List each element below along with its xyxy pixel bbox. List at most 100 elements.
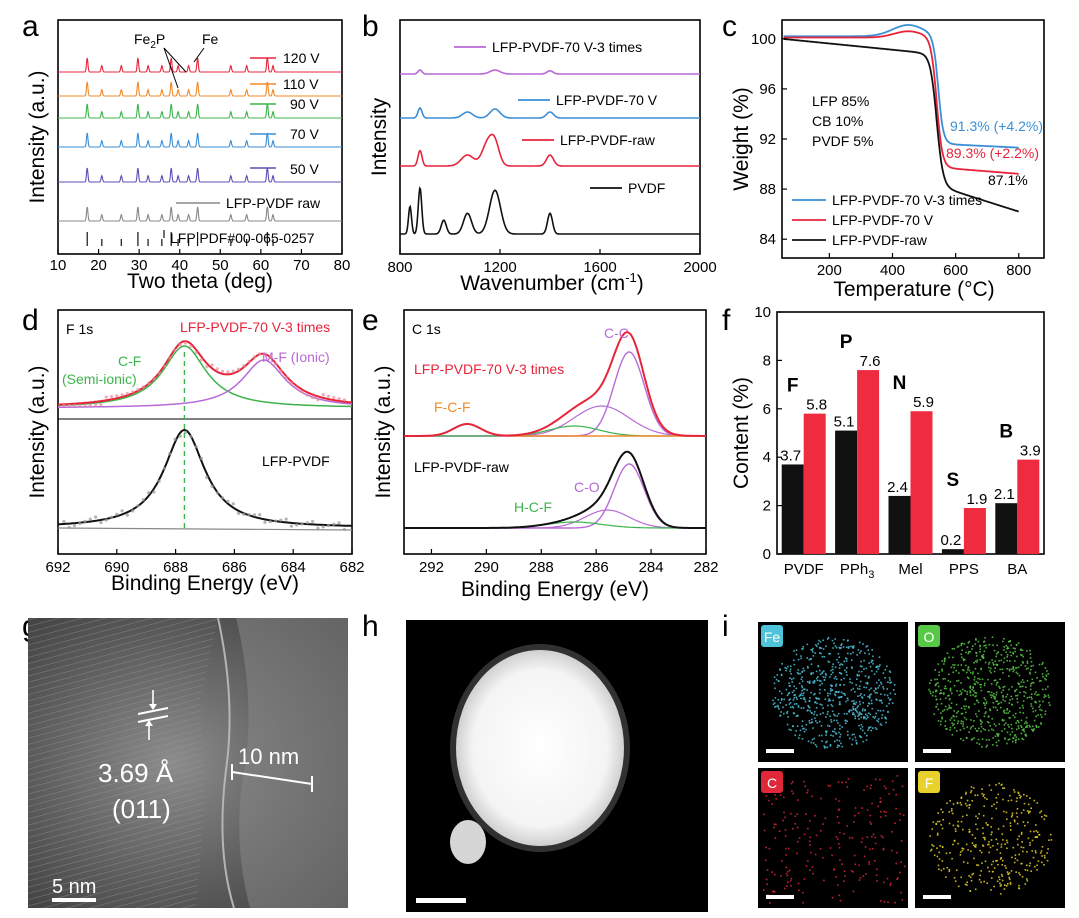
eds-dot (851, 682, 853, 684)
eds-dot (995, 663, 997, 666)
eds-dot (968, 804, 971, 806)
eds-dot (943, 687, 946, 690)
eds-dot (834, 714, 836, 717)
eds-dot (956, 712, 958, 714)
eds-dot (861, 807, 863, 809)
eds-dot (990, 696, 993, 699)
eds-dot (808, 722, 811, 724)
eds-dot (868, 689, 871, 691)
x-tick-label: 290 (474, 559, 499, 576)
eds-dot (1016, 859, 1019, 862)
eds-dot (1034, 671, 1037, 674)
eds-dot (993, 679, 996, 682)
f1s-bottom-point (183, 430, 188, 434)
x-tick-label: 1600 (583, 259, 616, 276)
panel-a-x-ticks: 10 20 30 40 50 60 70 80 (50, 249, 350, 274)
eds-dot (1018, 727, 1020, 729)
eds-dot (801, 685, 803, 687)
eds-dot (835, 683, 838, 686)
eds-dot (820, 797, 822, 800)
eds-dot (1020, 724, 1022, 727)
eds-dot (850, 869, 853, 872)
eds-dot (1000, 873, 1003, 876)
eds-dot (862, 643, 864, 645)
eds-dot (966, 799, 969, 802)
eds-dot (960, 693, 962, 696)
f1s-bottom-point (83, 519, 87, 524)
eds-dot (894, 901, 896, 904)
eds-dot (801, 725, 803, 727)
f1s-top-point (141, 385, 145, 389)
eds-dot (818, 692, 821, 695)
eds-dot (892, 788, 895, 791)
eds-dot (1019, 797, 1021, 799)
eds-dot (780, 698, 783, 700)
eds-dot (819, 641, 822, 643)
eds-dot (957, 820, 959, 823)
f1s-bottom-point (332, 522, 336, 526)
eds-tag-o-box (918, 625, 940, 647)
eds-dot (903, 865, 906, 868)
eds-dot (867, 677, 870, 679)
eds-dot (870, 823, 872, 825)
eds-dot (1008, 717, 1011, 719)
eds-dot (1035, 701, 1037, 704)
eds-dot (802, 694, 804, 697)
eds-dot (872, 716, 874, 718)
eds-dot (1043, 696, 1045, 698)
eds-dot (841, 745, 844, 748)
eds-dot (877, 805, 880, 808)
eds-dot (1007, 883, 1009, 885)
panel-b-xlabel: Wavenumber (cm-1) (460, 270, 644, 295)
eds-dot (987, 678, 989, 681)
eds-dot (1037, 860, 1040, 862)
eds-dot (810, 663, 813, 665)
eds-dot (789, 702, 792, 704)
eds-dot (946, 728, 948, 730)
eds-dot (887, 681, 889, 683)
x-tick-label: 690 (104, 559, 129, 576)
eds-dot (865, 718, 868, 720)
eds-dot (846, 713, 848, 715)
eds-dot (823, 745, 825, 747)
eds-dot (984, 838, 986, 841)
eds-dot (951, 722, 953, 724)
eds-dot (834, 693, 836, 695)
eds-dot (822, 639, 824, 642)
legend-120v: 120 V (283, 50, 320, 66)
eds-dot (1043, 694, 1046, 696)
eds-dot (990, 839, 993, 841)
eds-dot (838, 672, 841, 674)
panel-e-xlabel: Binding Energy (eV) (461, 578, 649, 601)
eds-dot (789, 698, 791, 700)
eds-dot (1038, 834, 1040, 836)
eds-dot (992, 729, 995, 732)
f1s-cf-peak (58, 345, 352, 408)
eds-dot (1008, 675, 1010, 677)
eds-dot (851, 743, 853, 746)
eds-dot (1008, 876, 1010, 879)
eds-dot (1036, 802, 1038, 804)
eds-dot (780, 711, 782, 713)
eds-dot (932, 845, 935, 847)
eds-dot (945, 697, 947, 699)
eds-dot (1036, 836, 1038, 838)
eds-dot (831, 710, 834, 713)
eds-dot (1035, 824, 1037, 826)
bar-label-black: 5.1 (834, 414, 855, 431)
eds-dot (964, 690, 966, 692)
eds-dot (944, 685, 947, 687)
eds-dot (962, 828, 964, 831)
eds-dot (983, 697, 986, 699)
eds-dot (890, 882, 892, 885)
eds-dot (1026, 851, 1028, 853)
f1s-bottom-point (284, 517, 288, 521)
eds-dot (876, 692, 878, 694)
eds-dot (989, 709, 992, 712)
eds-dot (777, 699, 779, 701)
eds-dot (998, 739, 1000, 742)
eds-dot (851, 837, 854, 839)
f1s-bottom-point (295, 523, 299, 527)
eds-dot (954, 880, 957, 882)
f1s-top-point (311, 396, 315, 400)
